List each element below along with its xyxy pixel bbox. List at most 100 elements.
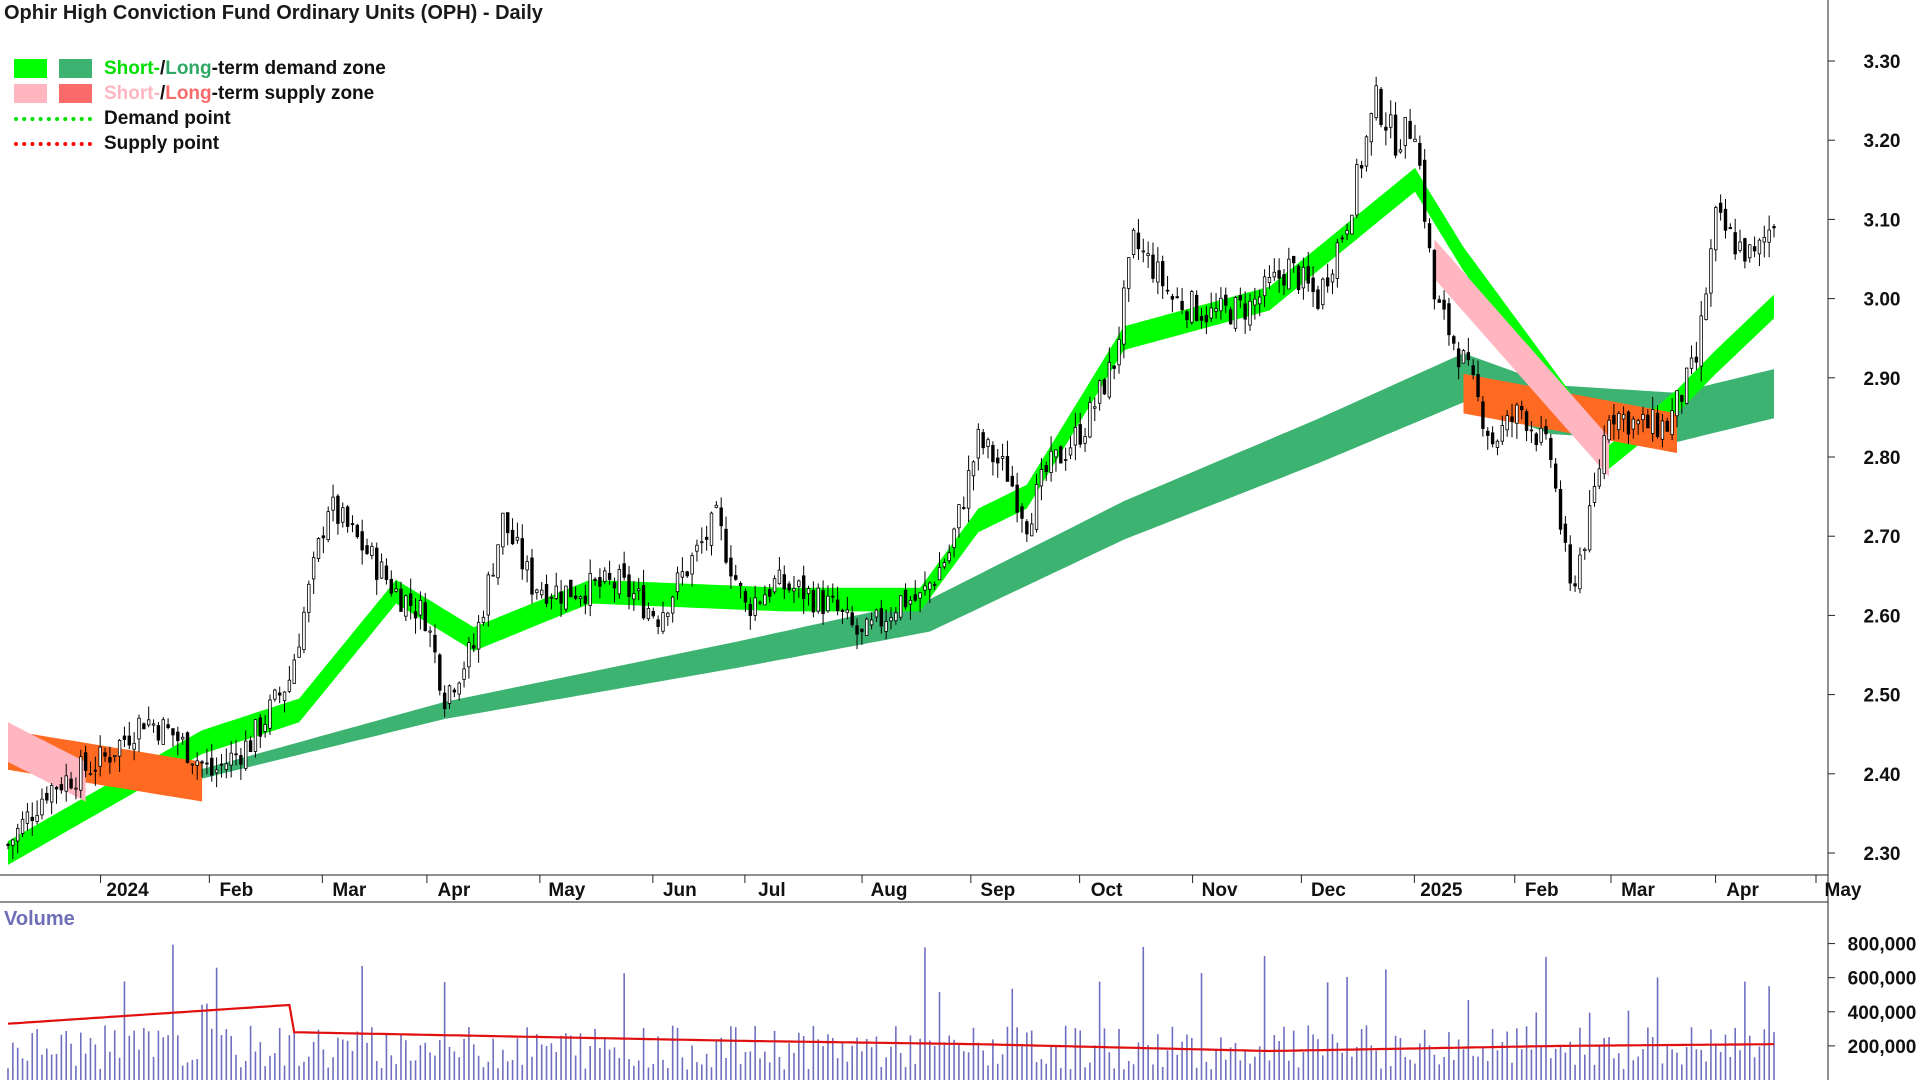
- legend-supply-point-label: Supply point: [104, 132, 220, 154]
- candle-body: [248, 740, 253, 753]
- candle-body: [1219, 297, 1223, 312]
- candle-body: [564, 585, 568, 610]
- candle-body: [229, 752, 233, 766]
- candle-body: [1718, 202, 1723, 213]
- candle-body: [156, 725, 161, 741]
- candle-body: [632, 593, 636, 600]
- candle-body: [816, 587, 820, 612]
- candle-body: [384, 565, 389, 581]
- candle-body: [695, 544, 699, 552]
- candle-body: [1413, 138, 1417, 143]
- candle-body: [413, 611, 418, 619]
- candle-body: [1568, 544, 1572, 584]
- candle-body: [472, 645, 476, 649]
- candle-body: [1316, 289, 1320, 309]
- candle-body: [666, 612, 670, 617]
- candle-body: [25, 811, 30, 824]
- y-tick-label: 2.40: [1864, 765, 1901, 786]
- candle-body: [74, 787, 78, 790]
- candle-body: [748, 603, 753, 616]
- candle-body: [704, 536, 709, 540]
- candle-body: [1762, 236, 1766, 243]
- candle-body: [1127, 257, 1131, 289]
- candle-body: [612, 582, 617, 589]
- candle-body: [336, 495, 340, 524]
- candle-body: [360, 531, 364, 551]
- candle-body: [210, 757, 214, 776]
- x-tick-label: Feb: [219, 880, 253, 901]
- candle-body: [622, 563, 626, 578]
- candle-body: [244, 740, 248, 769]
- candle-body: [869, 619, 874, 626]
- legend-short-demand-label: Short-: [104, 57, 160, 79]
- short-demand-swatch: [14, 59, 47, 78]
- candle-body: [860, 628, 864, 633]
- candle-body: [1592, 486, 1597, 503]
- candle-body: [180, 736, 185, 740]
- candle-body: [1432, 249, 1437, 300]
- candles-layer: [6, 76, 1776, 860]
- candle-body: [287, 679, 292, 692]
- zones-layer: [8, 167, 1775, 865]
- candle-body: [1097, 380, 1102, 404]
- candle-body: [1748, 244, 1752, 259]
- candle-body: [54, 786, 59, 790]
- candle-body: [1553, 463, 1558, 489]
- candle-body: [510, 529, 515, 545]
- x-tick-label: Dec: [1311, 880, 1346, 901]
- candle-body: [224, 763, 229, 770]
- candle-body: [1029, 523, 1034, 537]
- candle-body: [1340, 237, 1344, 240]
- candle-body: [501, 512, 505, 548]
- candle-body: [268, 699, 272, 729]
- candle-body: [365, 545, 369, 555]
- candle-body: [1287, 258, 1291, 290]
- candle-body: [874, 609, 879, 618]
- volume-layer: [7, 944, 1775, 1080]
- candle-body: [1520, 406, 1524, 411]
- volume-label: Volume: [4, 908, 75, 930]
- candle-body: [962, 507, 966, 509]
- candle-body: [1253, 298, 1257, 306]
- candle-body: [190, 763, 195, 766]
- candle-body: [1034, 483, 1039, 530]
- candle-body: [1403, 117, 1407, 146]
- candle-body: [1471, 365, 1475, 376]
- candle-body: [1180, 300, 1184, 311]
- volume-ma-line: [7, 1003, 1774, 1053]
- candle-body: [928, 582, 932, 590]
- candle-body: [952, 528, 956, 548]
- candle-body: [578, 596, 583, 600]
- candle-body: [1301, 266, 1306, 289]
- x-tick-label: Feb: [1525, 880, 1559, 901]
- candle-body: [889, 617, 893, 622]
- candle-body: [801, 575, 806, 600]
- candle-body: [1359, 165, 1364, 169]
- candle-body: [1510, 416, 1514, 423]
- candle-body: [996, 457, 1000, 464]
- candle-body: [1306, 266, 1310, 284]
- candle-body: [1689, 357, 1694, 369]
- legend-demand-point: Demand point: [14, 106, 386, 131]
- volume-tick-label: 400,000: [1848, 1003, 1917, 1024]
- candle-body: [457, 682, 461, 695]
- candle-body: [1738, 241, 1742, 251]
- candle-body: [1660, 420, 1665, 440]
- candle-body: [738, 582, 743, 586]
- candle-body: [1500, 425, 1505, 442]
- candle-body: [1583, 548, 1587, 551]
- candle-body: [539, 589, 544, 596]
- candle-body: [763, 594, 767, 606]
- y-tick-label: 3.20: [1864, 131, 1901, 152]
- candle-body: [1607, 419, 1611, 441]
- candle-body: [282, 691, 287, 702]
- candle-body: [1466, 352, 1471, 361]
- candle-body: [617, 569, 622, 595]
- candle-body: [709, 512, 714, 546]
- candle-body: [1714, 207, 1718, 251]
- candle-body: [1088, 402, 1092, 438]
- long-term-demand-zone: [202, 353, 1775, 779]
- candle-body: [103, 752, 107, 757]
